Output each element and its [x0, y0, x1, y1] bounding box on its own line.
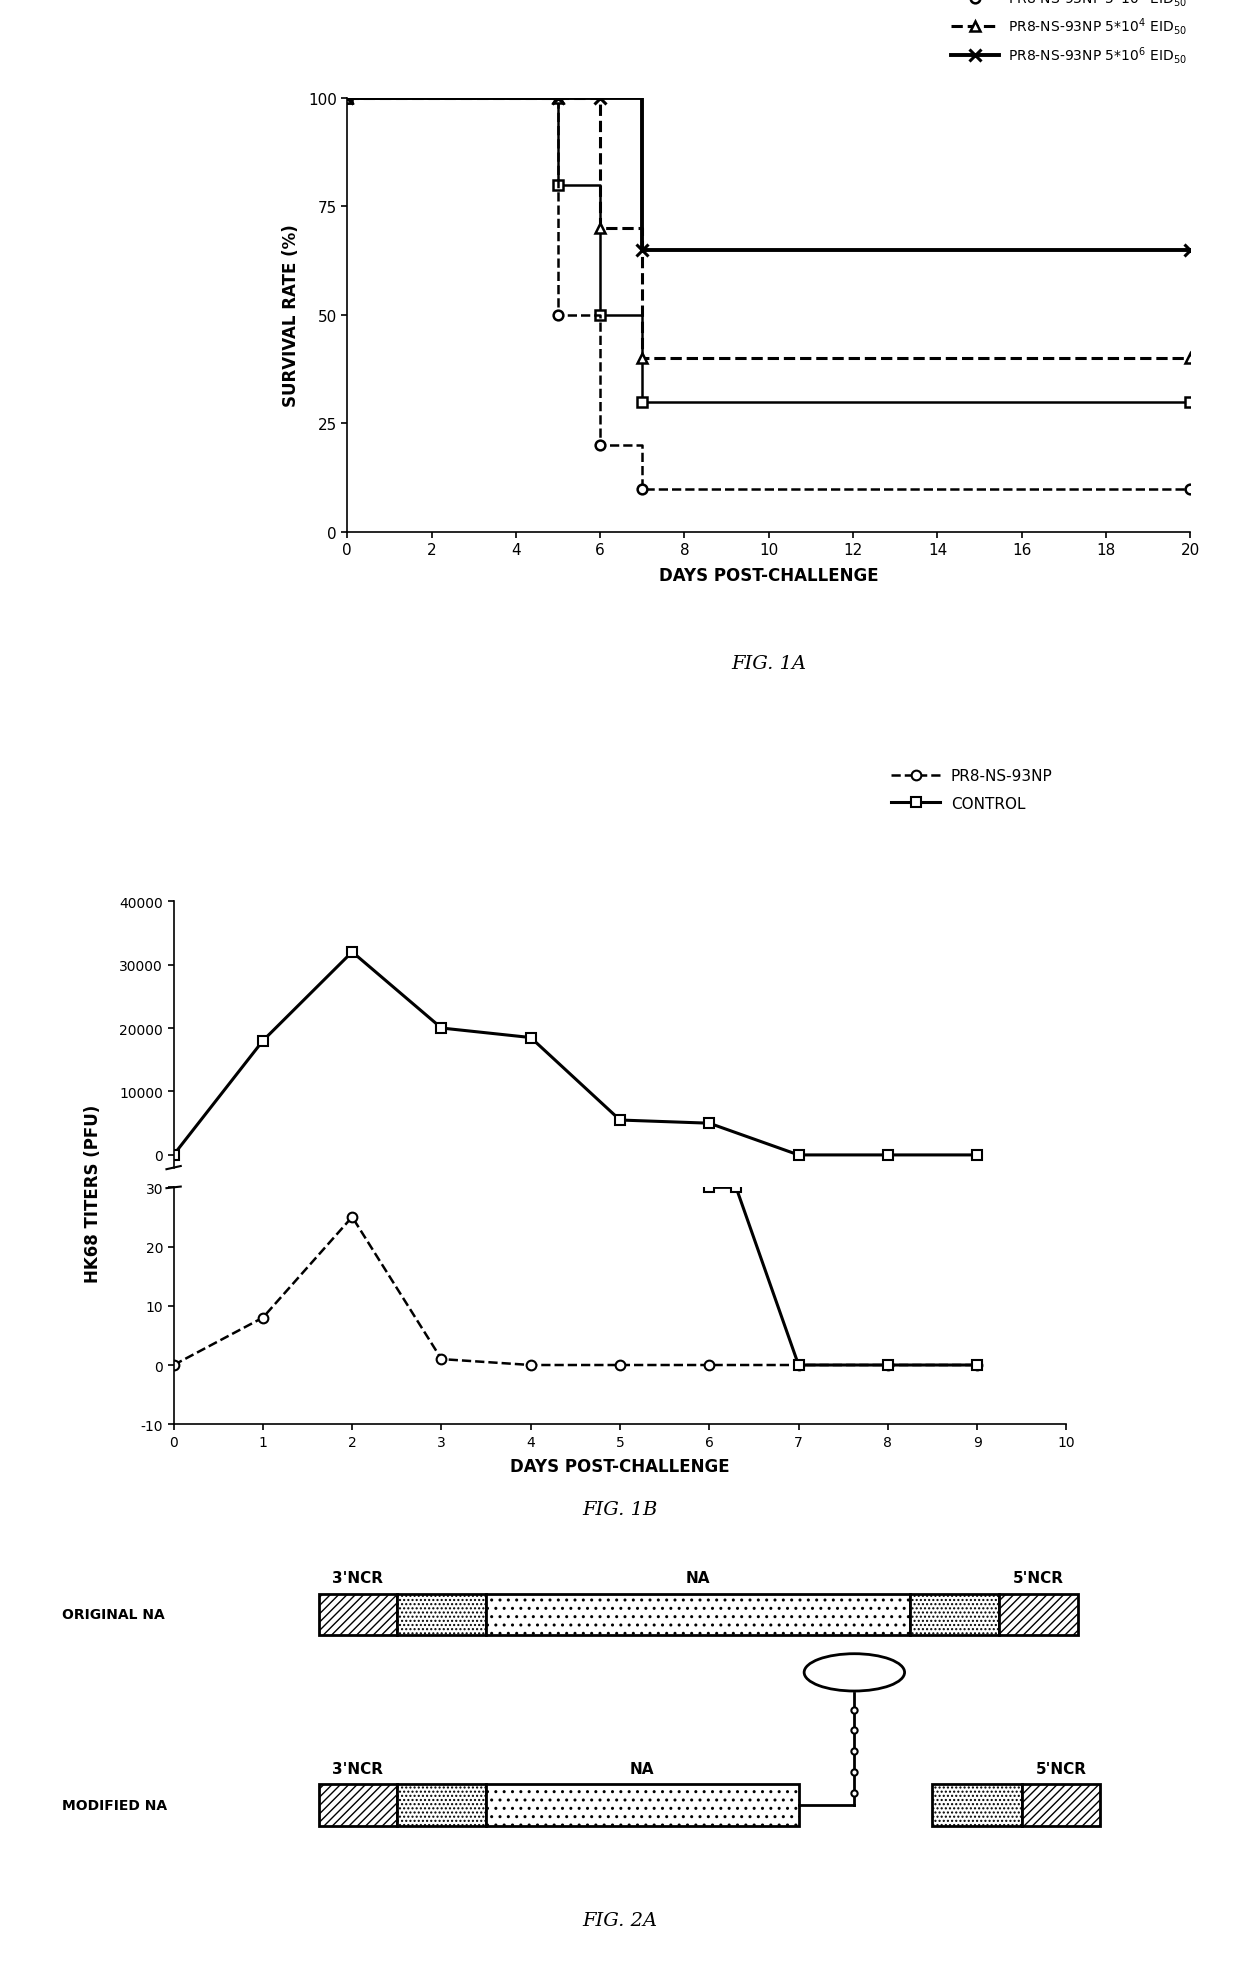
Text: 3'NCR: 3'NCR	[332, 1571, 383, 1586]
Bar	[319, 1784, 397, 1825]
Bar	[397, 1784, 486, 1825]
X-axis label: DAYS POST-CHALLENGE: DAYS POST-CHALLENGE	[658, 566, 879, 584]
Bar	[910, 1594, 999, 1636]
Text: ORIGINAL NA: ORIGINAL NA	[62, 1608, 165, 1622]
Bar	[999, 1594, 1078, 1636]
Bar	[932, 1784, 1022, 1825]
Text: NA: NA	[630, 1762, 655, 1776]
Text: FIG. 2A: FIG. 2A	[583, 1912, 657, 1930]
Text: NA: NA	[686, 1571, 711, 1586]
Text: 5'NCR: 5'NCR	[1035, 1762, 1086, 1776]
Bar	[486, 1784, 799, 1825]
X-axis label: DAYS POST-CHALLENGE: DAYS POST-CHALLENGE	[510, 1458, 730, 1476]
Bar	[1022, 1784, 1100, 1825]
Legend: PR8-NS-93NP, CONTROL: PR8-NS-93NP, CONTROL	[885, 764, 1059, 817]
Text: MODIFIED NA: MODIFIED NA	[62, 1797, 167, 1811]
Text: FIG. 1A: FIG. 1A	[732, 655, 806, 673]
Legend: PR8-NS-93 5*10$^3$ EID$_{50}$, PR8-NS-93NP 5*10$^3$ EID$_{50}$, PR8-NS-93NP 5*10: PR8-NS-93 5*10$^3$ EID$_{50}$, PR8-NS-93…	[945, 0, 1192, 71]
Bar	[319, 1594, 397, 1636]
Y-axis label: SURVIVAL RATE (%): SURVIVAL RATE (%)	[281, 225, 300, 406]
Bar	[397, 1594, 486, 1636]
Text: 3'NCR: 3'NCR	[332, 1762, 383, 1776]
Text: FIG. 1B: FIG. 1B	[583, 1499, 657, 1519]
Text: HK68 TITERS (PFU): HK68 TITERS (PFU)	[84, 1105, 102, 1282]
Text: 5'NCR: 5'NCR	[1013, 1571, 1064, 1586]
Bar	[486, 1594, 910, 1636]
